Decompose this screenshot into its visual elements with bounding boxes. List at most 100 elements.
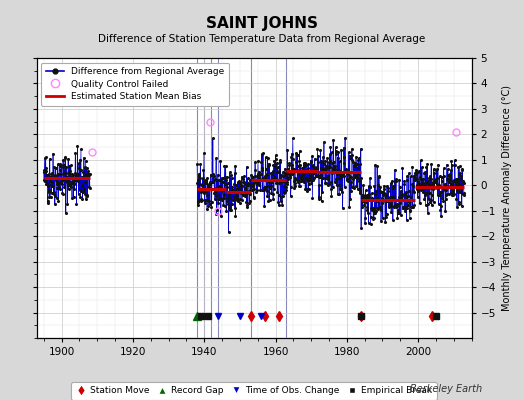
- Point: [384, 184, 392, 191]
- Point: [418, 164, 426, 170]
- Point: [353, 161, 361, 167]
- Point: [246, 177, 254, 184]
- Point: [378, 194, 387, 201]
- Point: [268, 171, 277, 177]
- Point: [269, 173, 278, 179]
- Point: [254, 171, 262, 177]
- Point: [365, 183, 373, 190]
- Point: [200, 189, 208, 196]
- Point: [452, 182, 460, 188]
- Point: [460, 192, 468, 198]
- Point: [302, 176, 311, 183]
- Point: [345, 149, 353, 155]
- Point: [57, 162, 66, 168]
- Point: [315, 182, 323, 188]
- Point: [427, 176, 435, 182]
- Point: [449, 189, 457, 196]
- Point: [301, 186, 310, 192]
- Point: [409, 203, 417, 210]
- Point: [304, 186, 313, 192]
- Point: [75, 164, 84, 171]
- Point: [434, 161, 442, 168]
- Point: [227, 207, 235, 213]
- Point: [233, 196, 242, 203]
- Point: [307, 159, 315, 166]
- Point: [282, 179, 291, 186]
- Point: [40, 155, 49, 161]
- Point: [289, 156, 297, 162]
- Point: [418, 184, 427, 191]
- Point: [331, 144, 340, 150]
- Point: [443, 176, 451, 182]
- Point: [276, 176, 284, 182]
- Point: [285, 160, 293, 166]
- Point: [225, 202, 233, 208]
- Point: [407, 197, 416, 204]
- Point: [287, 154, 296, 160]
- Point: [406, 208, 414, 214]
- Point: [267, 182, 275, 189]
- Point: [59, 176, 68, 182]
- Point: [210, 177, 218, 184]
- Point: [234, 179, 242, 185]
- Point: [325, 157, 334, 164]
- Point: [221, 180, 229, 187]
- Point: [242, 182, 250, 188]
- Point: [245, 200, 253, 206]
- Point: [269, 196, 277, 202]
- Point: [329, 165, 337, 172]
- Point: [216, 194, 224, 201]
- Point: [52, 179, 61, 185]
- Point: [296, 183, 304, 190]
- Point: [339, 172, 347, 178]
- Point: [58, 181, 66, 188]
- Point: [429, 186, 437, 193]
- Point: [72, 172, 80, 178]
- Point: [272, 180, 280, 186]
- Point: [204, 181, 213, 187]
- Point: [278, 177, 286, 184]
- Point: [409, 188, 418, 194]
- Point: [203, 174, 212, 181]
- Point: [280, 190, 288, 196]
- Point: [366, 175, 374, 181]
- Point: [423, 160, 432, 167]
- Point: [205, 198, 213, 204]
- Point: [419, 176, 427, 182]
- Point: [64, 186, 73, 192]
- Point: [357, 194, 366, 200]
- Point: [203, 206, 211, 212]
- Point: [448, 162, 456, 168]
- Point: [372, 208, 380, 214]
- Point: [241, 185, 249, 192]
- Point: [303, 186, 311, 192]
- Point: [433, 192, 442, 198]
- Point: [226, 188, 235, 194]
- Point: [53, 184, 61, 191]
- Point: [441, 208, 450, 215]
- Point: [387, 199, 396, 206]
- Point: [46, 174, 54, 180]
- Point: [68, 171, 77, 178]
- Point: [74, 190, 83, 197]
- Point: [71, 177, 79, 184]
- Point: [324, 182, 332, 188]
- Point: [356, 190, 364, 196]
- Point: [355, 176, 363, 182]
- Point: [264, 155, 272, 161]
- Text: Difference of Station Temperature Data from Regional Average: Difference of Station Temperature Data f…: [99, 34, 425, 44]
- Point: [80, 154, 88, 161]
- Point: [342, 166, 351, 173]
- Point: [446, 176, 454, 182]
- Point: [318, 198, 326, 204]
- Point: [249, 195, 258, 201]
- Point: [342, 169, 350, 175]
- Point: [76, 156, 84, 163]
- Point: [237, 188, 246, 194]
- Point: [317, 172, 325, 178]
- Point: [301, 162, 310, 169]
- Point: [76, 194, 84, 200]
- Point: [455, 181, 463, 187]
- Point: [220, 192, 228, 198]
- Point: [313, 159, 322, 165]
